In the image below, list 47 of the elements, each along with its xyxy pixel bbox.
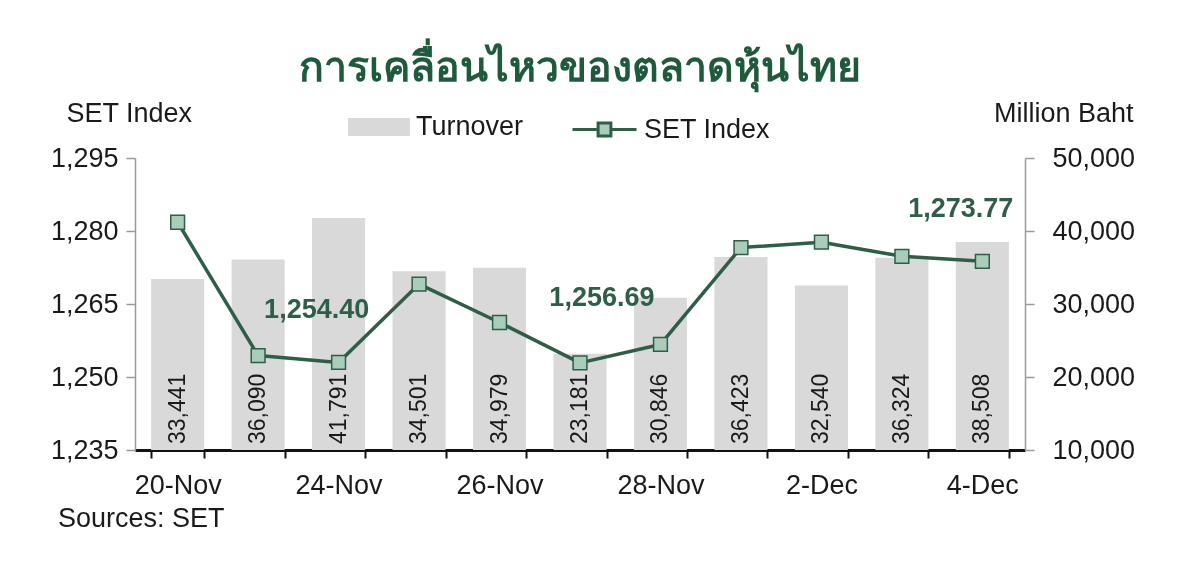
data-label: 41,791 (324, 373, 351, 444)
data-label: 36,324 (887, 373, 914, 444)
point (733, 239, 749, 256)
y2-tick-label: 20,000 (1052, 361, 1136, 392)
data-label: 34,979 (485, 373, 512, 444)
y-tick-label: 1,265 (50, 288, 119, 319)
x-tick-label: 4-Dec (946, 469, 1019, 500)
data-label: 1,254.40 (264, 293, 370, 324)
data-label: 32,540 (807, 373, 834, 444)
data-label: 36,423 (726, 373, 753, 444)
y2-axis-title: Million Baht (993, 97, 1134, 128)
data-label: 36,090 (244, 373, 271, 444)
x-tick-label: 28-Nov (617, 469, 705, 500)
point (170, 214, 186, 230)
y2-tick-label: 30,000 (1052, 288, 1136, 319)
point (974, 253, 990, 269)
y-tick-label: 1,280 (50, 215, 119, 246)
legend-label: SET Index (644, 113, 771, 144)
source-note: Sources: SET (58, 503, 225, 533)
x-tick-label: 26-Nov (456, 469, 545, 500)
point (572, 355, 588, 371)
y-tick-label: 1,235 (50, 434, 119, 465)
point (813, 234, 830, 250)
point (491, 314, 508, 331)
data-label: 23,181 (566, 373, 592, 444)
point (411, 276, 427, 292)
point (894, 248, 910, 264)
chart-title: การเคลื่อนไหวของตลาดหุ้นไทย (299, 38, 861, 93)
data-label: 33,441 (163, 373, 190, 444)
y-tick-label: 1,295 (50, 142, 119, 173)
y-tick-label: 1,250 (50, 361, 119, 392)
x-tick-label: 24-Nov (295, 469, 384, 500)
point (250, 347, 266, 364)
y2-tick-label: 40,000 (1052, 215, 1136, 246)
y2-tick-label: 10,000 (1052, 434, 1136, 465)
x-tick-label: 2-Dec (785, 469, 858, 500)
legend-label: Turnover (416, 111, 524, 141)
point (652, 336, 669, 353)
data-label: 34,501 (405, 373, 432, 444)
data-label: 30,846 (646, 373, 673, 444)
data-label: 1,256.69 (549, 282, 655, 313)
y-axis-title: SET Index (66, 97, 193, 128)
x-tick-label: 20-Nov (134, 469, 223, 500)
data-label: 38,508 (968, 373, 995, 444)
point (330, 354, 347, 371)
y2-tick-label: 50,000 (1052, 142, 1136, 173)
data-label: 1,273.77 (908, 193, 1014, 224)
